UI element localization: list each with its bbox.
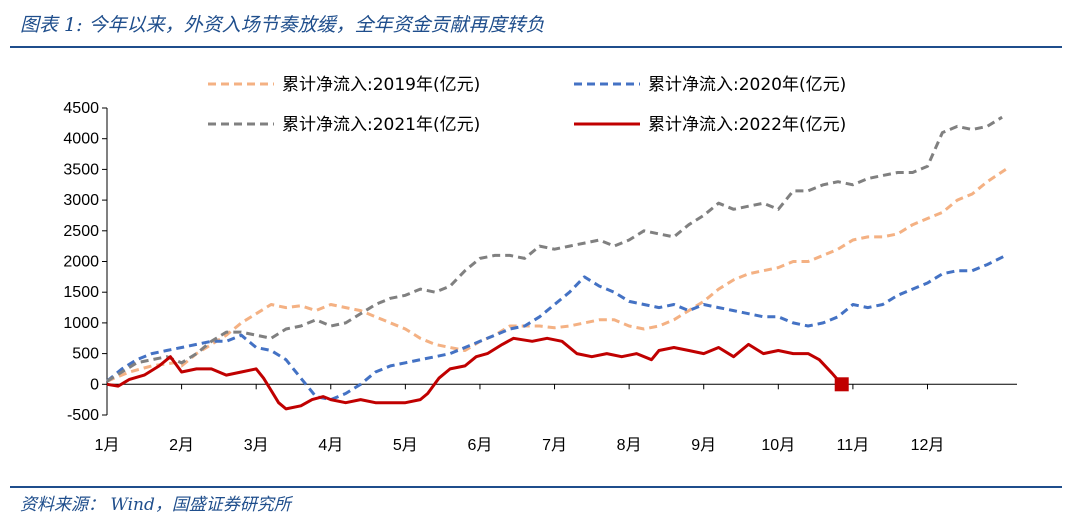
- x-tick-label: 5月: [393, 437, 418, 454]
- x-tick-label: 2月: [169, 437, 194, 454]
- y-tick-label: 4000: [63, 131, 99, 148]
- series-line-4: [106, 336, 843, 411]
- source-note: 资料来源： Wind，国盛证券研究所: [20, 495, 291, 515]
- y-tick-label: 1000: [63, 315, 99, 332]
- legend-label-2: 累计净流入:2020年(亿元): [648, 75, 846, 95]
- x-tick-label: 11月: [837, 437, 870, 454]
- chart-axes: -500 0 500 1000 1500 2000 2500 3000 3500 4000 4500…: [63, 100, 1017, 454]
- y-tick-label: 500: [72, 346, 99, 363]
- y-tick-label: -500: [67, 407, 99, 424]
- series-end-marker: [834, 377, 849, 392]
- x-tick-label: 10月: [761, 437, 795, 454]
- footer-divider: [10, 486, 1062, 488]
- y-tick-label: 2000: [63, 254, 99, 271]
- legend-label-4: 累计净流入:2022年(亿元): [648, 115, 846, 135]
- y-tick-label: 2500: [63, 223, 99, 240]
- y-tick-label: 3000: [63, 192, 99, 209]
- legend-label-3: 累计净流入:2021年(亿元): [282, 115, 480, 135]
- y-tick-label: 4500: [63, 100, 99, 117]
- line-chart: -500 0 500 1000 1500 2000 2500 3000 3500 4000 4500…: [63, 75, 1017, 454]
- chart-title: 图表 1: 今年以来，外资入场节奏放缓，全年资金贡献再度转负: [20, 14, 545, 36]
- y-tick-label: 3500: [63, 161, 99, 178]
- header-divider: [10, 46, 1062, 48]
- x-tick-label: 1月: [95, 437, 120, 454]
- legend-label-1: 累计净流入:2019年(亿元): [282, 75, 480, 95]
- x-tick-label: 12月: [911, 437, 945, 454]
- series-line-2: [106, 254, 1007, 402]
- series-line-3: [106, 115, 1003, 383]
- x-tick-label: 4月: [318, 437, 343, 454]
- chart-legend: 累计净流入:2019年(亿元) 累计净流入:2020年(亿元) 累计净流入:2021…: [208, 75, 846, 135]
- x-tick-label: 3月: [244, 437, 269, 454]
- x-tick-label: 8月: [617, 437, 642, 454]
- x-tick-label: 9月: [691, 437, 716, 454]
- series-line-1: [106, 168, 1007, 383]
- y-tick-label: 0: [90, 376, 99, 393]
- chart-series-lines: [106, 115, 1007, 411]
- x-tick-label: 6月: [467, 437, 492, 454]
- x-tick-label: 7月: [542, 437, 567, 454]
- y-tick-label: 1500: [63, 284, 99, 301]
